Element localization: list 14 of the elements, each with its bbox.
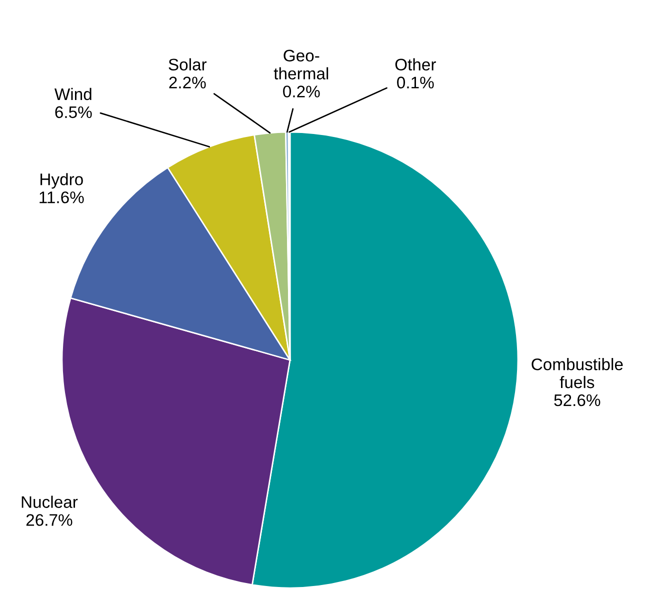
data-label: 0.1% bbox=[397, 76, 434, 88]
data-label: 0.2% bbox=[283, 86, 320, 98]
data-label: 52.6% bbox=[554, 394, 600, 406]
slice-label: Hydro bbox=[40, 173, 83, 189]
data-label: 2.2% bbox=[169, 76, 206, 88]
data-label: 11.6% bbox=[40, 191, 84, 204]
slice-label: Solar bbox=[168, 58, 207, 70]
slice-label: Other bbox=[395, 58, 436, 70]
data-label: 6.5% bbox=[55, 106, 92, 118]
data-label: 26.7% bbox=[26, 514, 72, 526]
slice-label: Combustible fuels bbox=[532, 358, 623, 388]
slice-label: Geo- thermal bbox=[274, 50, 328, 80]
slice-label: Nuclear bbox=[22, 496, 78, 508]
slice-label: Wind bbox=[54, 88, 92, 100]
